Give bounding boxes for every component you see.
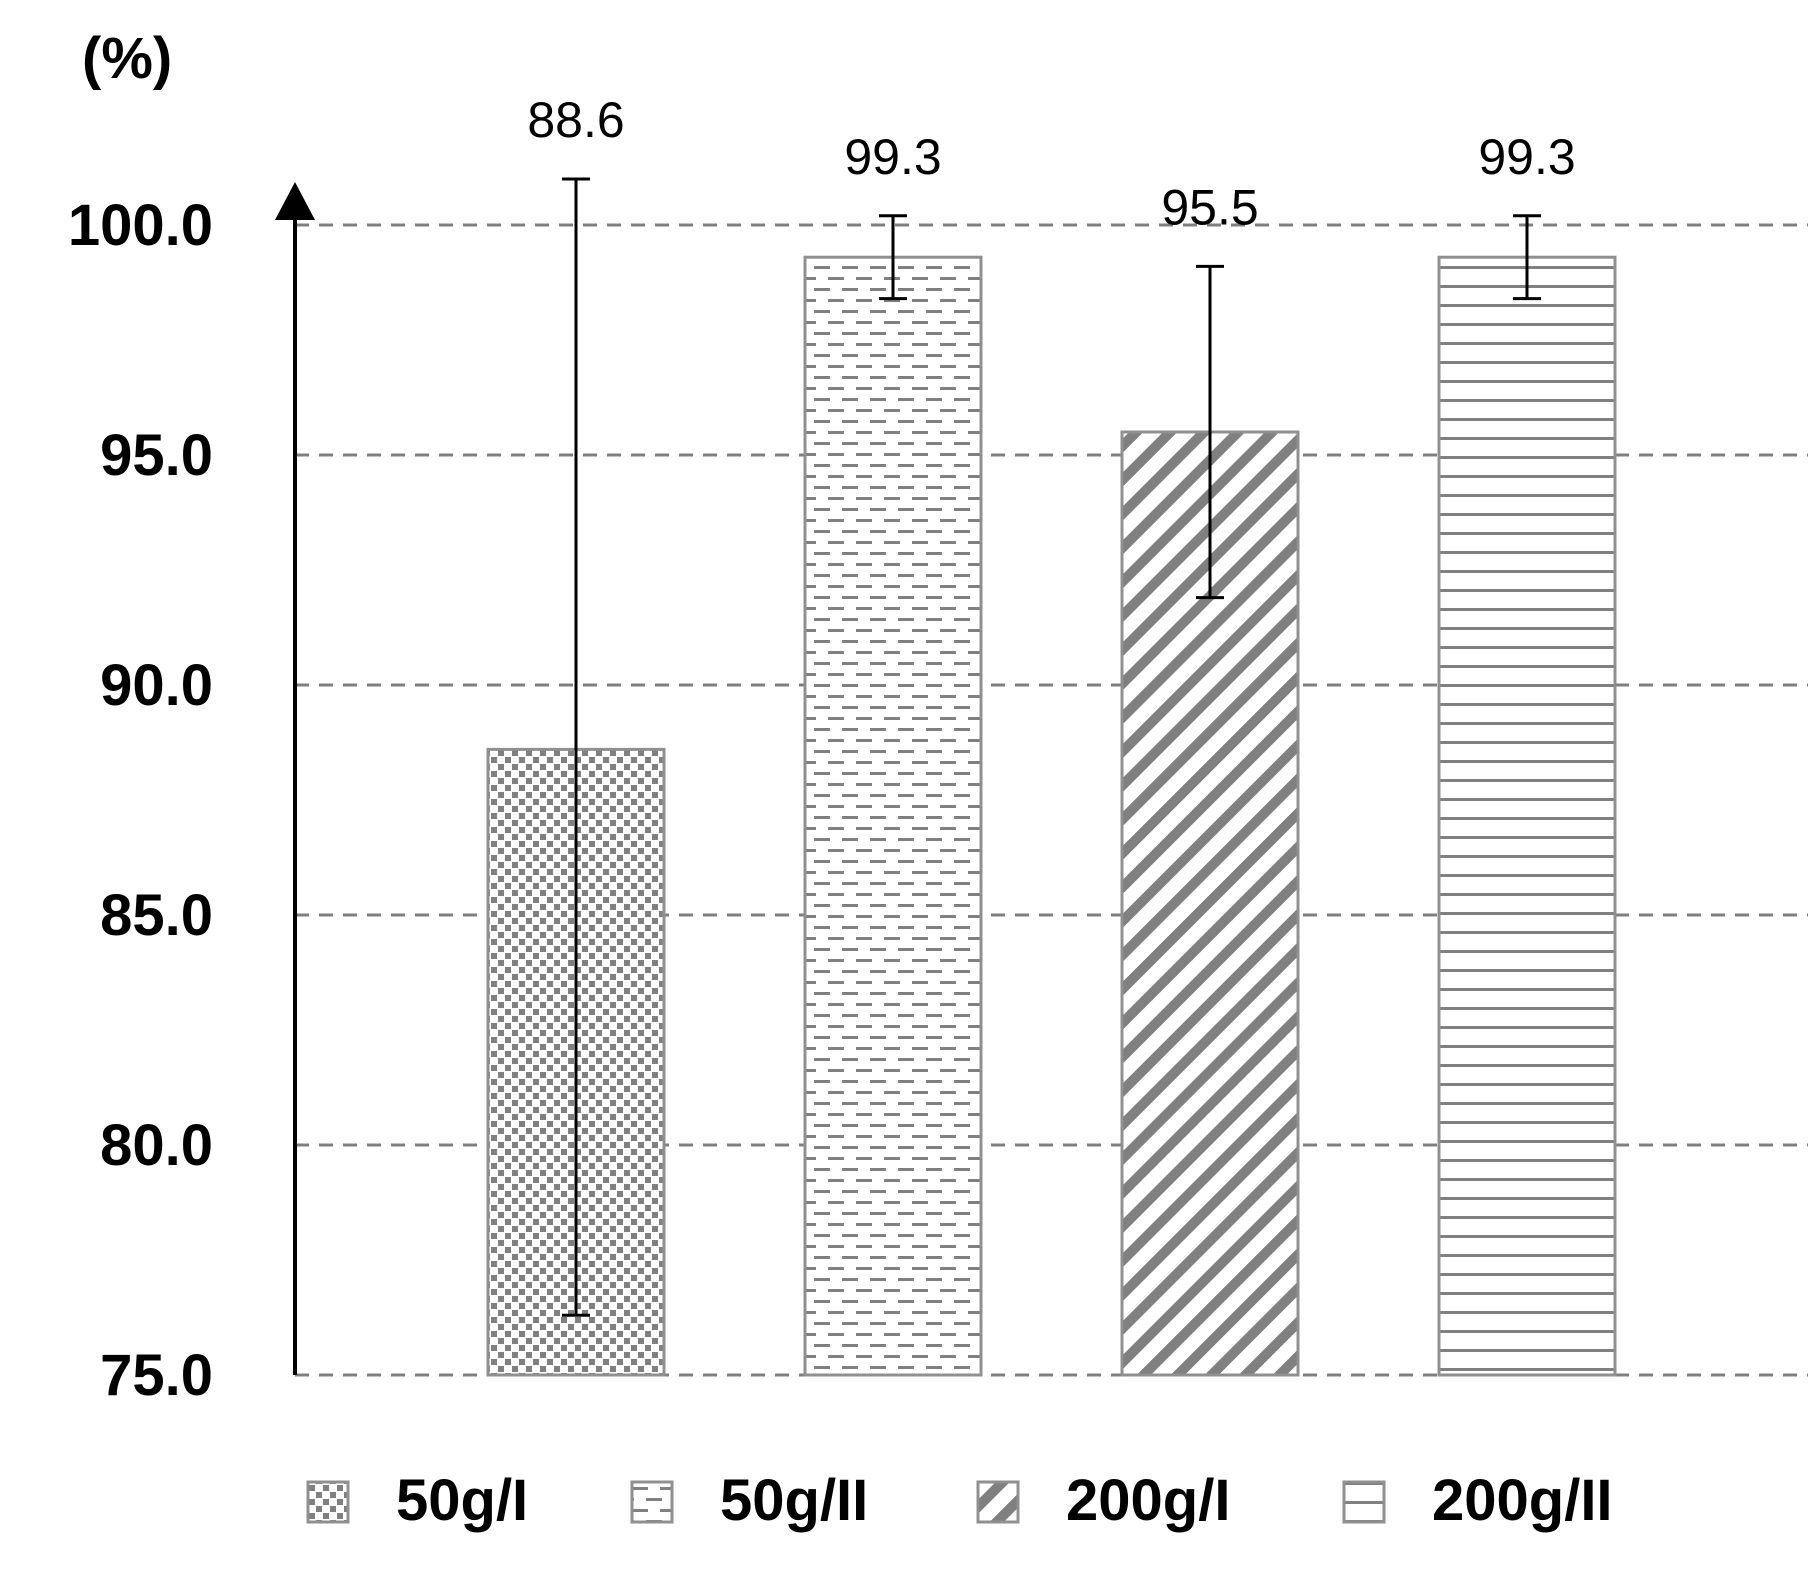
data-label: 99.3	[844, 129, 941, 185]
bar-200g-ii	[1437, 255, 1617, 1377]
y-tick-label: 100.0	[68, 193, 213, 258]
legend-item: 50g/I	[306, 1468, 528, 1533]
legend-label: 50g/I	[396, 1468, 528, 1533]
error-bar	[1513, 214, 1541, 301]
legend: 50g/I 50g/II 200g/I 200g/II	[306, 1468, 1613, 1533]
legend-label: 50g/II	[720, 1468, 868, 1533]
y-axis-arrow	[275, 182, 315, 220]
legend-swatch	[1342, 1480, 1386, 1524]
y-axis	[275, 182, 315, 1375]
legend-swatch	[306, 1480, 350, 1524]
error-bar	[1196, 264, 1224, 600]
error-bars	[562, 177, 1541, 1317]
bar-50g-ii	[803, 255, 983, 1377]
legend-item: 200g/I	[976, 1468, 1230, 1533]
error-bar	[879, 214, 907, 301]
legend-item: 50g/II	[630, 1468, 868, 1533]
data-label: 99.3	[1478, 129, 1575, 185]
legend-label: 200g/II	[1432, 1468, 1613, 1533]
data-label: 88.6	[527, 92, 624, 148]
legend-label: 200g/I	[1066, 1468, 1230, 1533]
y-axis-unit-label: (%)	[82, 26, 172, 91]
bars	[486, 255, 1617, 1377]
y-tick-label: 75.0	[100, 1343, 213, 1408]
y-tick-label: 85.0	[100, 883, 213, 948]
y-tick-label: 95.0	[100, 423, 213, 488]
data-label: 95.5	[1161, 179, 1258, 235]
legend-swatch	[976, 1480, 1020, 1524]
y-tick-label: 80.0	[100, 1113, 213, 1178]
y-tick-label: 90.0	[100, 653, 213, 718]
y-tick-labels: 75.0 80.0 85.0 90.0 95.0 100.0	[68, 193, 213, 1408]
legend-item: 200g/II	[1342, 1468, 1613, 1533]
error-bar	[562, 177, 590, 1317]
legend-swatch	[630, 1480, 674, 1524]
data-labels: 88.6 99.3 95.5 99.3	[527, 92, 1575, 235]
